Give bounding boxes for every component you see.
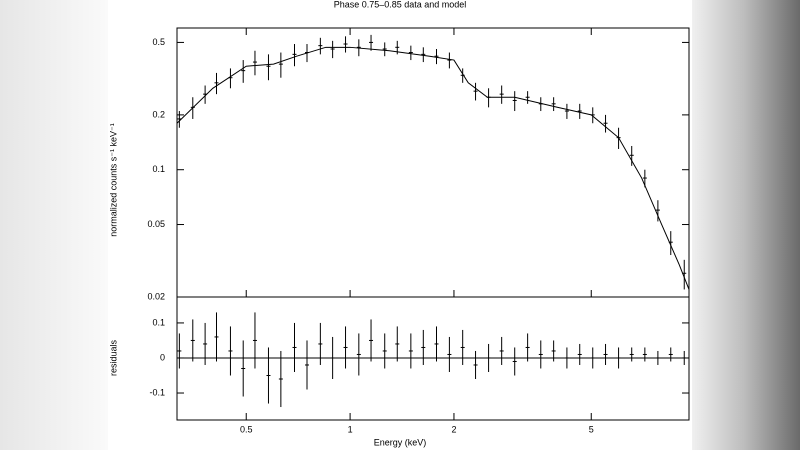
x-tick-label: 0.5 bbox=[240, 424, 253, 434]
y-tick-label: 0.1 bbox=[152, 164, 165, 174]
chart-title: Phase 0.75–0.85 data and model bbox=[334, 0, 467, 9]
x-tick-label: 2 bbox=[451, 424, 456, 434]
plot-frame bbox=[176, 296, 690, 421]
plot-frame bbox=[176, 27, 690, 298]
y-axis-label: normalized counts s⁻¹ keV⁻¹ bbox=[108, 123, 118, 237]
y-axis-label: residuals bbox=[108, 339, 118, 376]
y-tick-label: 0.05 bbox=[147, 219, 165, 229]
model-line bbox=[176, 46, 690, 290]
x-axis-label: Energy (keV) bbox=[374, 437, 427, 447]
y-tick-label: 0.2 bbox=[152, 109, 165, 119]
x-tick-label: 1 bbox=[348, 424, 353, 434]
y-tick-label: 0 bbox=[160, 352, 165, 362]
x-tick-label: 5 bbox=[589, 424, 594, 434]
y-tick-label: 0.1 bbox=[152, 317, 165, 327]
y-tick-label: -0.1 bbox=[149, 387, 165, 397]
y-tick-label: 0.5 bbox=[152, 37, 165, 47]
y-tick-label: 0.02 bbox=[147, 291, 165, 301]
